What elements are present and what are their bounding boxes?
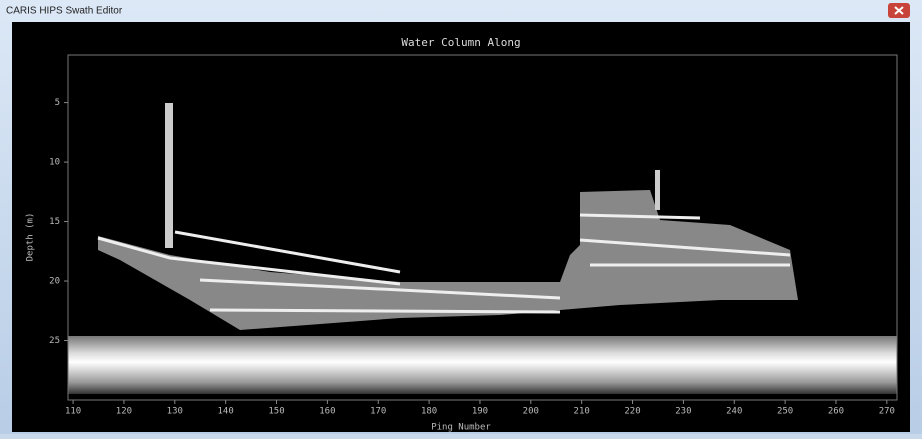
x-tick-label: 260 (828, 407, 844, 417)
y-tick-label: 15 (49, 217, 60, 227)
y-tick-label: 20 (49, 277, 60, 287)
x-tick-label: 270 (879, 407, 895, 417)
mast-echo (165, 103, 173, 248)
x-tick-label: 140 (218, 407, 234, 417)
y-tick-label: 10 (49, 158, 60, 168)
y-tick-label: 5 (55, 98, 60, 108)
x-tick-label: 180 (421, 407, 437, 417)
x-tick-label: 240 (726, 407, 742, 417)
y-axis-label: Depth (m) (26, 213, 36, 262)
x-tick-label: 220 (624, 407, 640, 417)
window-title: CARIS HIPS Swath Editor (6, 6, 123, 17)
x-tick-label: 130 (167, 407, 183, 417)
window: CARIS HIPS Swath Editor Water Column Alo… (0, 0, 922, 434)
x-tick-label: 160 (319, 407, 335, 417)
x-tick-label: 190 (472, 407, 488, 417)
x-tick-label: 150 (268, 407, 284, 417)
x-tick-label: 250 (777, 407, 793, 417)
x-tick-label: 120 (116, 407, 132, 417)
plot-title: Water Column Along (401, 36, 520, 49)
x-tick-label: 210 (574, 407, 590, 417)
x-tick-label: 230 (675, 407, 691, 417)
x-axis-label: Ping Number (431, 423, 491, 433)
x-tick-label: 110 (65, 407, 81, 417)
mast-echo (655, 170, 660, 210)
y-tick-label: 25 (49, 336, 60, 346)
seafloor (68, 336, 897, 394)
page: CARIS HIPS Swath Editor Water Column Alo… (0, 0, 922, 434)
x-tick-label: 200 (523, 407, 539, 417)
x-tick-label: 170 (370, 407, 386, 417)
